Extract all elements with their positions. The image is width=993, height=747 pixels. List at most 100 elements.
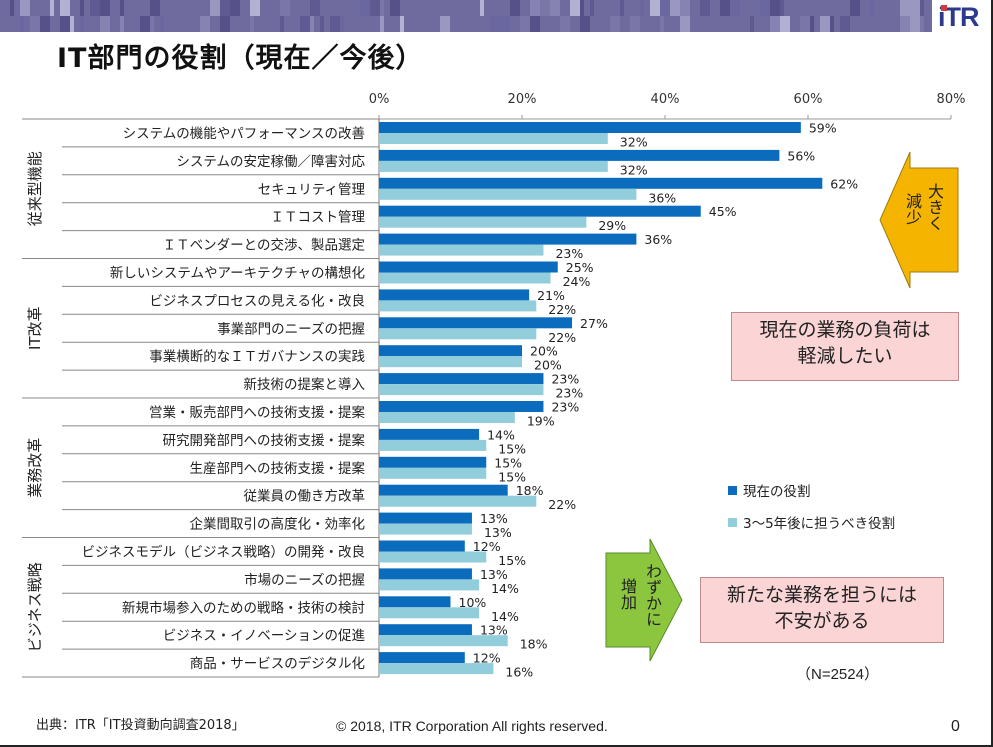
decrease-arrow-icon — [879, 151, 959, 289]
bar-future — [379, 467, 487, 479]
group-label: ビジネス戦略 — [26, 562, 44, 652]
banner-tile — [70, 16, 74, 32]
data-label-current: 45% — [709, 204, 737, 219]
bar-current — [379, 568, 472, 580]
bar-current — [379, 401, 544, 412]
category-label: 研究開発部門への技術支援・提案 — [163, 432, 366, 449]
x-tick-label: 80% — [937, 92, 966, 107]
data-label-future: 18% — [520, 637, 548, 652]
banner-tile — [910, 16, 920, 32]
category-label: 事業部門のニーズの把握 — [217, 321, 365, 337]
banner-tile — [610, 16, 620, 32]
header-banner — [0, 0, 932, 32]
x-tick-label: 60% — [794, 92, 823, 107]
increase-arrow-label-2: 増加 — [618, 578, 637, 610]
bar-current — [379, 512, 472, 524]
banner-tile — [670, 0, 680, 16]
data-label-future: 19% — [527, 414, 555, 429]
category-label: システムの機能やパフォーマンスの改善 — [123, 126, 365, 142]
data-label-future: 22% — [548, 330, 576, 345]
bar-future — [379, 300, 537, 312]
banner-tile — [200, 16, 210, 32]
banner-tile — [80, 0, 84, 16]
bar-current — [379, 456, 487, 468]
banner-tile — [570, 0, 580, 16]
copyright: © 2018, ITR Corporation All rights reser… — [336, 718, 608, 734]
banner-tile — [770, 16, 780, 32]
logo-dot-icon — [941, 5, 947, 11]
banner-tile — [560, 16, 570, 32]
legend-swatch-current — [728, 485, 737, 495]
banner-tile — [440, 16, 450, 32]
banner-tile — [760, 0, 770, 16]
banner-tile — [830, 16, 834, 32]
banner-tile — [920, 16, 924, 32]
banner-tile — [580, 16, 590, 32]
legend-label-future: 3～5年後に担うべき役割 — [743, 516, 896, 532]
callout-reduce-load-line-1: 現在の業務の負荷は — [759, 319, 931, 341]
banner-tile — [300, 16, 310, 32]
category-label: セキュリティ管理 — [258, 182, 366, 198]
data-label-future: 36% — [648, 190, 676, 205]
callout-reduce-load: 現在の業務の負荷は 軽減したい — [731, 312, 959, 381]
bar-current — [379, 373, 544, 385]
banner-tile — [590, 0, 594, 16]
banner-tile — [480, 0, 484, 16]
banner-tile — [770, 0, 780, 16]
banner-tile — [330, 16, 340, 32]
banner-tile — [150, 16, 154, 32]
data-label-future: 20% — [534, 358, 562, 373]
data-label-future: 32% — [620, 135, 648, 150]
banner-tile — [730, 0, 740, 16]
banner-tile — [160, 16, 164, 32]
bar-future — [379, 551, 487, 563]
banner-tile — [680, 0, 690, 16]
banner-tile — [540, 0, 550, 16]
data-label-current: 13% — [480, 623, 508, 638]
data-label-current: 20% — [530, 344, 558, 359]
bar-future — [379, 272, 551, 284]
data-label-current: 36% — [644, 232, 672, 247]
data-label-current: 23% — [551, 400, 579, 415]
increase-arrow-icon — [605, 538, 683, 662]
sample-size: （N=2524） — [796, 666, 879, 683]
banner-tile — [630, 16, 640, 32]
category-label: 市場のニーズの把握 — [244, 571, 365, 588]
banner-tile — [310, 0, 320, 16]
bar-current — [379, 596, 451, 608]
banner-tile — [380, 16, 384, 32]
banner-tile — [900, 0, 910, 16]
banner-tile — [280, 0, 290, 16]
banner-tile — [250, 0, 260, 16]
banner-tile — [360, 0, 370, 16]
banner-tile — [220, 16, 230, 32]
category-label: 従業員の働き方改革 — [244, 489, 366, 505]
bar-current — [379, 540, 465, 552]
callout-new-duties: 新たな業務を担うには 不安がある — [700, 577, 944, 643]
bar-current — [379, 122, 801, 133]
banner-tile — [780, 0, 784, 16]
data-label-future: 13% — [484, 525, 512, 540]
banner-tile — [510, 0, 520, 16]
banner-tile — [920, 0, 924, 16]
banner-tile — [840, 16, 850, 32]
banner-tile — [490, 16, 500, 32]
data-label-future: 29% — [598, 218, 626, 233]
data-label-current: 59% — [809, 121, 837, 136]
banner-tile — [150, 0, 160, 16]
decrease-arrow-label-1: 大きく — [925, 183, 944, 231]
callout-new-duties-line-2: 不安がある — [774, 610, 870, 632]
data-label-future: 14% — [491, 581, 519, 596]
banner-tile — [870, 0, 874, 16]
banner-tile — [660, 0, 670, 16]
banner-tile — [100, 0, 110, 16]
data-label-current: 12% — [473, 651, 501, 666]
data-label-current: 14% — [487, 427, 515, 442]
bar-future — [379, 133, 608, 144]
banner-tile — [750, 16, 754, 32]
banner-tile — [100, 16, 110, 32]
category-label: ビジネス・イノベーションの促進 — [163, 628, 366, 644]
legend-item-future: 3～5年後に担うべき役割 — [728, 506, 895, 538]
banner-tile — [370, 0, 380, 16]
